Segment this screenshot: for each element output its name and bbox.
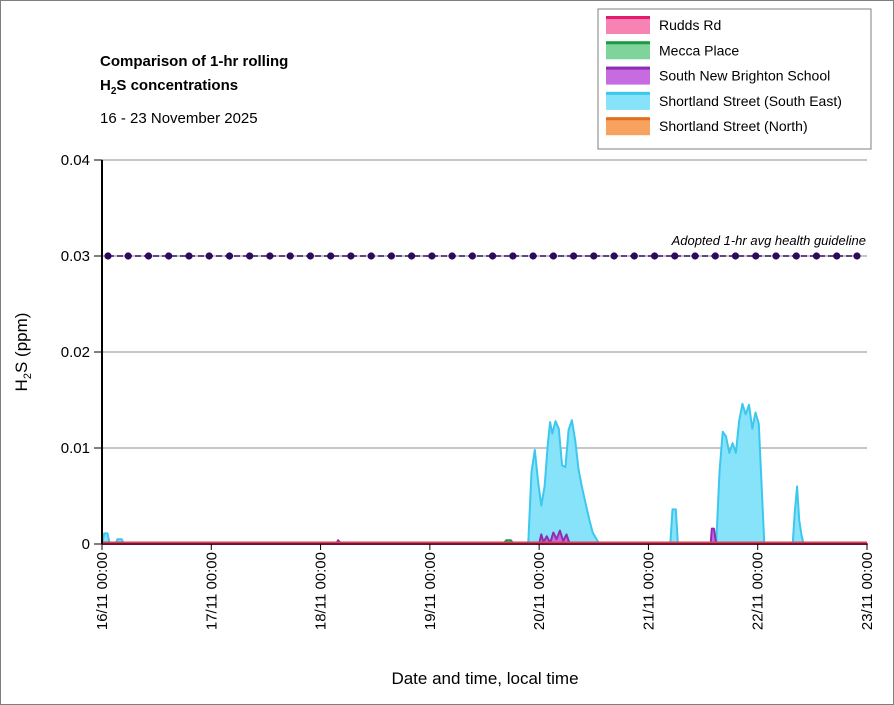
title-sub: 2: [111, 86, 117, 97]
y-tick-label: 0.01: [61, 440, 90, 457]
legend-swatch: [606, 91, 650, 110]
x-tick-label: 23/11 00:00: [859, 552, 876, 630]
x-tick-label: 21/11 00:00: [640, 552, 657, 630]
guideline-marker: [731, 252, 740, 260]
guideline-marker: [489, 252, 497, 260]
guideline-marker: [468, 252, 476, 260]
guideline-series: [104, 252, 861, 260]
legend-swatch: [606, 66, 650, 85]
legend-label: Mecca Place: [659, 42, 739, 58]
legend-label: Shortland Street (South East): [659, 93, 842, 109]
y-tick-label: 0: [82, 536, 90, 553]
guideline-marker: [671, 252, 679, 260]
guideline-marker: [104, 252, 112, 260]
guideline-label: Adopted 1-hr avg health guideline: [671, 233, 866, 248]
y-tick-labels: 0 0.01 0.02 0.03 0.04: [61, 152, 90, 553]
legend-swatch: [606, 16, 650, 34]
guideline-marker: [711, 252, 719, 260]
guideline-marker: [185, 252, 193, 260]
guideline-marker: [124, 252, 132, 260]
guideline-marker: [853, 252, 861, 260]
guideline-marker: [266, 252, 274, 260]
guideline-marker: [387, 252, 395, 260]
x-tick-label: 20/11 00:00: [531, 552, 548, 630]
title-s: S concentrations: [116, 77, 238, 94]
x-tick-label: 17/11 00:00: [203, 552, 220, 630]
guideline-marker: [772, 252, 780, 260]
legend-label: South New Brighton School: [659, 68, 830, 84]
guideline-marker: [286, 252, 294, 260]
guideline-marker: [306, 252, 314, 260]
guideline-marker: [549, 252, 558, 260]
guideline-marker: [225, 252, 234, 260]
guideline-marker: [590, 252, 598, 260]
guideline-marker: [205, 252, 213, 260]
guideline-marker: [792, 252, 800, 260]
x-tick-label: 16/11 00:00: [94, 552, 111, 630]
guideline-marker: [448, 252, 456, 260]
guideline-marker: [529, 252, 537, 260]
chart-title-line1: Comparison of 1-hr rolling: [100, 53, 288, 70]
chart-title-line2: H2S concentrations: [100, 77, 238, 97]
y-tick-label: 0.02: [61, 344, 90, 361]
x-tick-label: 19/11 00:00: [422, 552, 439, 630]
guideline-marker: [428, 252, 436, 260]
chart-subtitle: 16 - 23 November 2025: [100, 110, 258, 127]
series-area-shortland-street-south-east-: [101, 402, 805, 545]
x-tick-labels: 16/11 00:00 17/11 00:00 18/11 00:00 19/11 0…: [94, 544, 876, 630]
guideline-marker: [246, 252, 254, 260]
axes: [101, 160, 867, 545]
guideline-marker: [691, 252, 699, 260]
x-tick-label: 22/11 00:00: [750, 552, 767, 630]
guideline-marker: [630, 252, 638, 260]
guideline-marker: [812, 252, 821, 260]
y-tick-label: 0.04: [61, 152, 90, 169]
y-axis-label: H2S (ppm): [12, 313, 34, 392]
guideline-marker: [165, 252, 173, 260]
y-tick-label: 0.03: [61, 248, 90, 265]
legend: Rudds Rd Mecca Place South New Brighton Sc…: [597, 8, 872, 150]
guideline-marker: [570, 252, 578, 260]
guideline-marker: [610, 252, 618, 260]
guideline-marker: [408, 252, 416, 260]
guideline-marker: [752, 252, 760, 260]
x-tick-label: 18/11 00:00: [313, 552, 330, 630]
title-h: H: [100, 77, 111, 94]
series-areas: [101, 402, 868, 545]
guideline-marker: [327, 252, 335, 260]
guideline-marker: [144, 252, 153, 260]
guideline-marker: [833, 252, 841, 260]
x-axis-label: Date and time, local time: [391, 669, 578, 688]
guideline-marker: [509, 252, 517, 260]
legend-label: Shortland Street (North): [659, 118, 808, 134]
guideline-marker: [367, 252, 375, 260]
legend-label: Rudds Rd: [659, 17, 721, 33]
legend-swatch: [606, 117, 650, 136]
legend-swatch: [606, 41, 650, 60]
guideline-marker: [651, 252, 659, 260]
guideline-marker: [347, 252, 355, 260]
